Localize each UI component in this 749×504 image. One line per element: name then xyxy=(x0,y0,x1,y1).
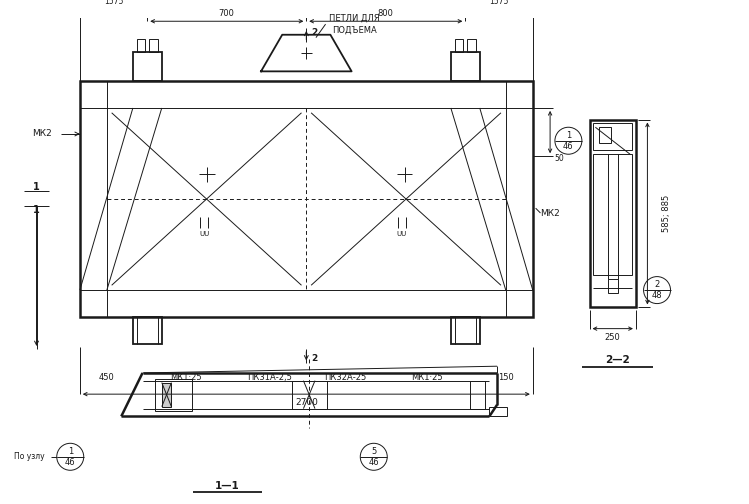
Text: По узлу: По узлу xyxy=(13,452,44,461)
Text: 1575: 1575 xyxy=(489,0,509,6)
Text: 46: 46 xyxy=(563,142,574,151)
Bar xyxy=(489,407,507,416)
Text: 700: 700 xyxy=(219,9,234,18)
Text: МК1·25: МК1·25 xyxy=(411,373,443,382)
Bar xyxy=(599,127,610,143)
Bar xyxy=(451,52,480,81)
Text: 2700: 2700 xyxy=(295,398,318,407)
Text: 1—1: 1—1 xyxy=(215,481,240,491)
Text: ПК31А-2,5: ПК31А-2,5 xyxy=(247,373,292,382)
Text: 450: 450 xyxy=(99,373,115,382)
Text: 1: 1 xyxy=(33,205,40,215)
Text: 2: 2 xyxy=(311,354,317,363)
Text: 2—2: 2—2 xyxy=(605,355,630,365)
Text: МК2: МК2 xyxy=(31,130,52,139)
Text: 1: 1 xyxy=(67,447,73,456)
Text: 2: 2 xyxy=(655,280,660,289)
Bar xyxy=(451,317,480,344)
Bar xyxy=(593,154,632,275)
Text: 250: 250 xyxy=(605,333,621,342)
Bar xyxy=(155,379,192,411)
Bar xyxy=(467,39,476,52)
Bar xyxy=(470,381,485,409)
Bar xyxy=(80,81,533,317)
Text: 585; 885: 585; 885 xyxy=(662,195,671,232)
Text: ПОДЪЕМА: ПОДЪЕМА xyxy=(332,25,377,34)
Bar xyxy=(137,39,145,52)
Bar xyxy=(149,39,158,52)
Text: 1: 1 xyxy=(565,131,571,140)
Text: UU: UU xyxy=(396,231,407,237)
Bar xyxy=(292,381,327,409)
Bar xyxy=(608,279,617,293)
Text: 1: 1 xyxy=(33,182,40,192)
Bar xyxy=(133,317,162,344)
Bar xyxy=(593,123,632,150)
Text: 2: 2 xyxy=(311,28,317,37)
Text: 50: 50 xyxy=(555,154,565,163)
Text: МК2: МК2 xyxy=(541,209,560,218)
Text: 46: 46 xyxy=(369,458,379,467)
Bar xyxy=(589,119,636,307)
Text: МК1·25: МК1·25 xyxy=(170,373,201,382)
Text: ПЕТЛИ ДЛЯ: ПЕТЛИ ДЛЯ xyxy=(329,14,380,23)
Text: ПК32А-25: ПК32А-25 xyxy=(324,373,366,382)
Text: 1575: 1575 xyxy=(104,0,124,6)
Bar xyxy=(133,52,162,81)
Bar xyxy=(455,39,464,52)
Bar xyxy=(162,383,172,407)
Text: 5: 5 xyxy=(372,447,377,456)
Text: 800: 800 xyxy=(377,9,393,18)
Text: UU: UU xyxy=(199,231,209,237)
Text: 150: 150 xyxy=(498,373,514,382)
Text: 46: 46 xyxy=(65,458,76,467)
Text: 48: 48 xyxy=(652,291,662,300)
